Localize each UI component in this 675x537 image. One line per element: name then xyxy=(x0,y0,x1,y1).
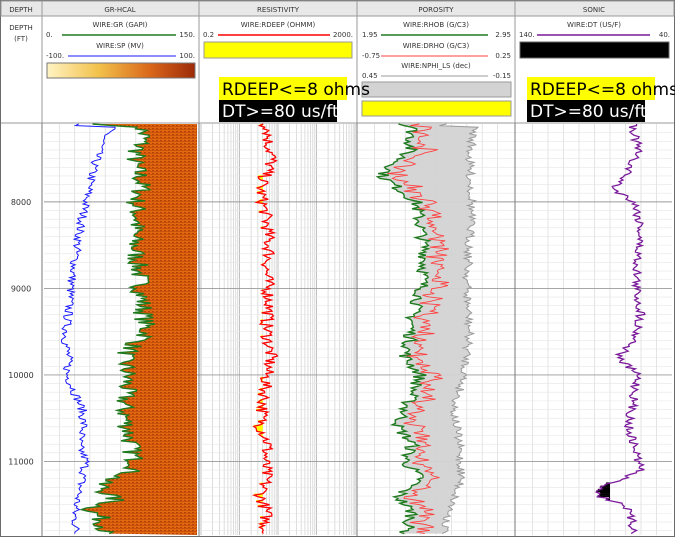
rhob-scale-min: 1.95 xyxy=(362,31,378,39)
nphi-curve-name: WIRE:NPHI_LS (dec) xyxy=(401,62,471,70)
res-dt-caption-bg xyxy=(219,100,337,122)
rhob-scale-max: 2.95 xyxy=(495,31,511,39)
porosity-cutoff-swatch xyxy=(361,100,512,117)
sonic-title-bar xyxy=(514,0,675,17)
rdeep-scale-max: 2000. xyxy=(333,31,353,39)
header: DEPTH GR-HCAL RESISTIVITY POROSITY SONIC… xyxy=(0,0,675,124)
dt-cutoff-fill xyxy=(597,495,610,497)
gr-color-ramp xyxy=(46,62,196,79)
rdeep-cutoff-fill xyxy=(256,429,263,432)
gr-scale-min: 0. xyxy=(46,31,53,39)
nphi-scale-min: 0.45 xyxy=(362,72,378,80)
dt-cutoff-fill xyxy=(596,490,610,493)
rdeep-cutoff-fill xyxy=(257,400,263,403)
nphi-scale-max: -0.15 xyxy=(493,72,511,80)
rdeep-curve xyxy=(251,123,279,534)
depth-tick-label: 9000 xyxy=(11,284,31,293)
dt-cutoff-fill xyxy=(599,492,610,494)
dt-cutoff-fill xyxy=(608,496,610,499)
rhob-curve xyxy=(375,123,432,535)
res-rdeep-caption-bg xyxy=(219,77,347,100)
son-dt-caption: DT>=80 us/ft xyxy=(530,102,647,122)
depth-tick-label: 10000 xyxy=(8,371,33,380)
depth-axis: 8000 9000 10000 11000 xyxy=(8,198,33,467)
depth-unit-label: (FT) xyxy=(14,35,28,43)
depth-tick-label: 8000 xyxy=(11,198,31,207)
son-rdeep-caption: RDEEP<=8 ohms xyxy=(530,80,675,100)
depth-track-title: DEPTH xyxy=(9,6,33,14)
drho-scale-min: -0.75 xyxy=(362,52,380,60)
sp-scale-max: 100. xyxy=(179,52,195,60)
nphi-curve xyxy=(439,123,480,535)
rdeep-cutoff-fill xyxy=(258,495,263,497)
depth-label: DEPTH xyxy=(9,24,33,32)
rdeep-cutoff-fill xyxy=(261,378,263,381)
gr-curve-name: WIRE:GR (GAPI) xyxy=(92,21,147,29)
dt-cutoff-fill xyxy=(600,485,610,488)
son-dt-caption-bg xyxy=(527,100,645,122)
porosity-track-title: POROSITY xyxy=(418,6,454,14)
resistivity-track-title: RESISTIVITY xyxy=(257,6,300,14)
drho-curve-name: WIRE:DRHO (G/C3) xyxy=(403,42,470,50)
dt-fill-swatch xyxy=(519,41,670,59)
gr-scale-max: 150. xyxy=(179,31,195,39)
sonic-track-title: SONIC xyxy=(583,6,605,14)
gr-shading xyxy=(81,124,197,535)
dt-cutoff-fill xyxy=(599,493,610,496)
dt-curve xyxy=(594,123,646,535)
rdeep-cutoff-fill xyxy=(256,200,263,203)
res-dt-caption: DT>=80 us/ft xyxy=(222,102,339,122)
rdeep-cutoff-fill xyxy=(261,434,263,437)
rhob-curve-name: WIRE:RHOB (G/C3) xyxy=(403,21,469,29)
grhcal-track-title: GR-HCAL xyxy=(104,6,135,14)
rdeep-cutoff-fill xyxy=(260,178,263,181)
rdeep-cutoff-fill xyxy=(255,426,263,429)
dt-curve-name: WIRE:DT (US/F) xyxy=(567,21,621,29)
dt-scale-min: 140. xyxy=(519,31,535,39)
depth-tick-label: 11000 xyxy=(8,457,33,466)
drho-scale-max: 0.25 xyxy=(495,52,511,60)
porosity-fill-swatch xyxy=(361,81,512,98)
dt-cutoff-fill xyxy=(602,487,610,489)
dt-cutoff-fill xyxy=(597,488,610,491)
rdeep-cutoff-fill xyxy=(261,188,263,190)
rdeep-curve-name: WIRE:RDEEP (OHMM) xyxy=(241,21,316,29)
rdeep-cutoff-fill xyxy=(256,428,263,430)
sp-curve-name: WIRE:SP (MV) xyxy=(96,42,144,50)
son-rdeep-caption-bg xyxy=(527,77,655,100)
rdeep-cutoff-fill xyxy=(258,176,263,179)
dt-cutoff-fill xyxy=(604,484,610,486)
res-rdeep-caption: RDEEP<=8 ohms xyxy=(222,80,370,100)
curves xyxy=(60,123,646,535)
dt-scale-max: 40. xyxy=(659,31,670,39)
rdeep-fill-swatch xyxy=(203,41,353,59)
rdeep-scale-min: 0.2 xyxy=(203,31,214,39)
gr-curve xyxy=(79,123,156,535)
drho-curve xyxy=(387,123,450,535)
sp-scale-min: -100. xyxy=(46,52,64,60)
sp-curve xyxy=(60,123,116,534)
